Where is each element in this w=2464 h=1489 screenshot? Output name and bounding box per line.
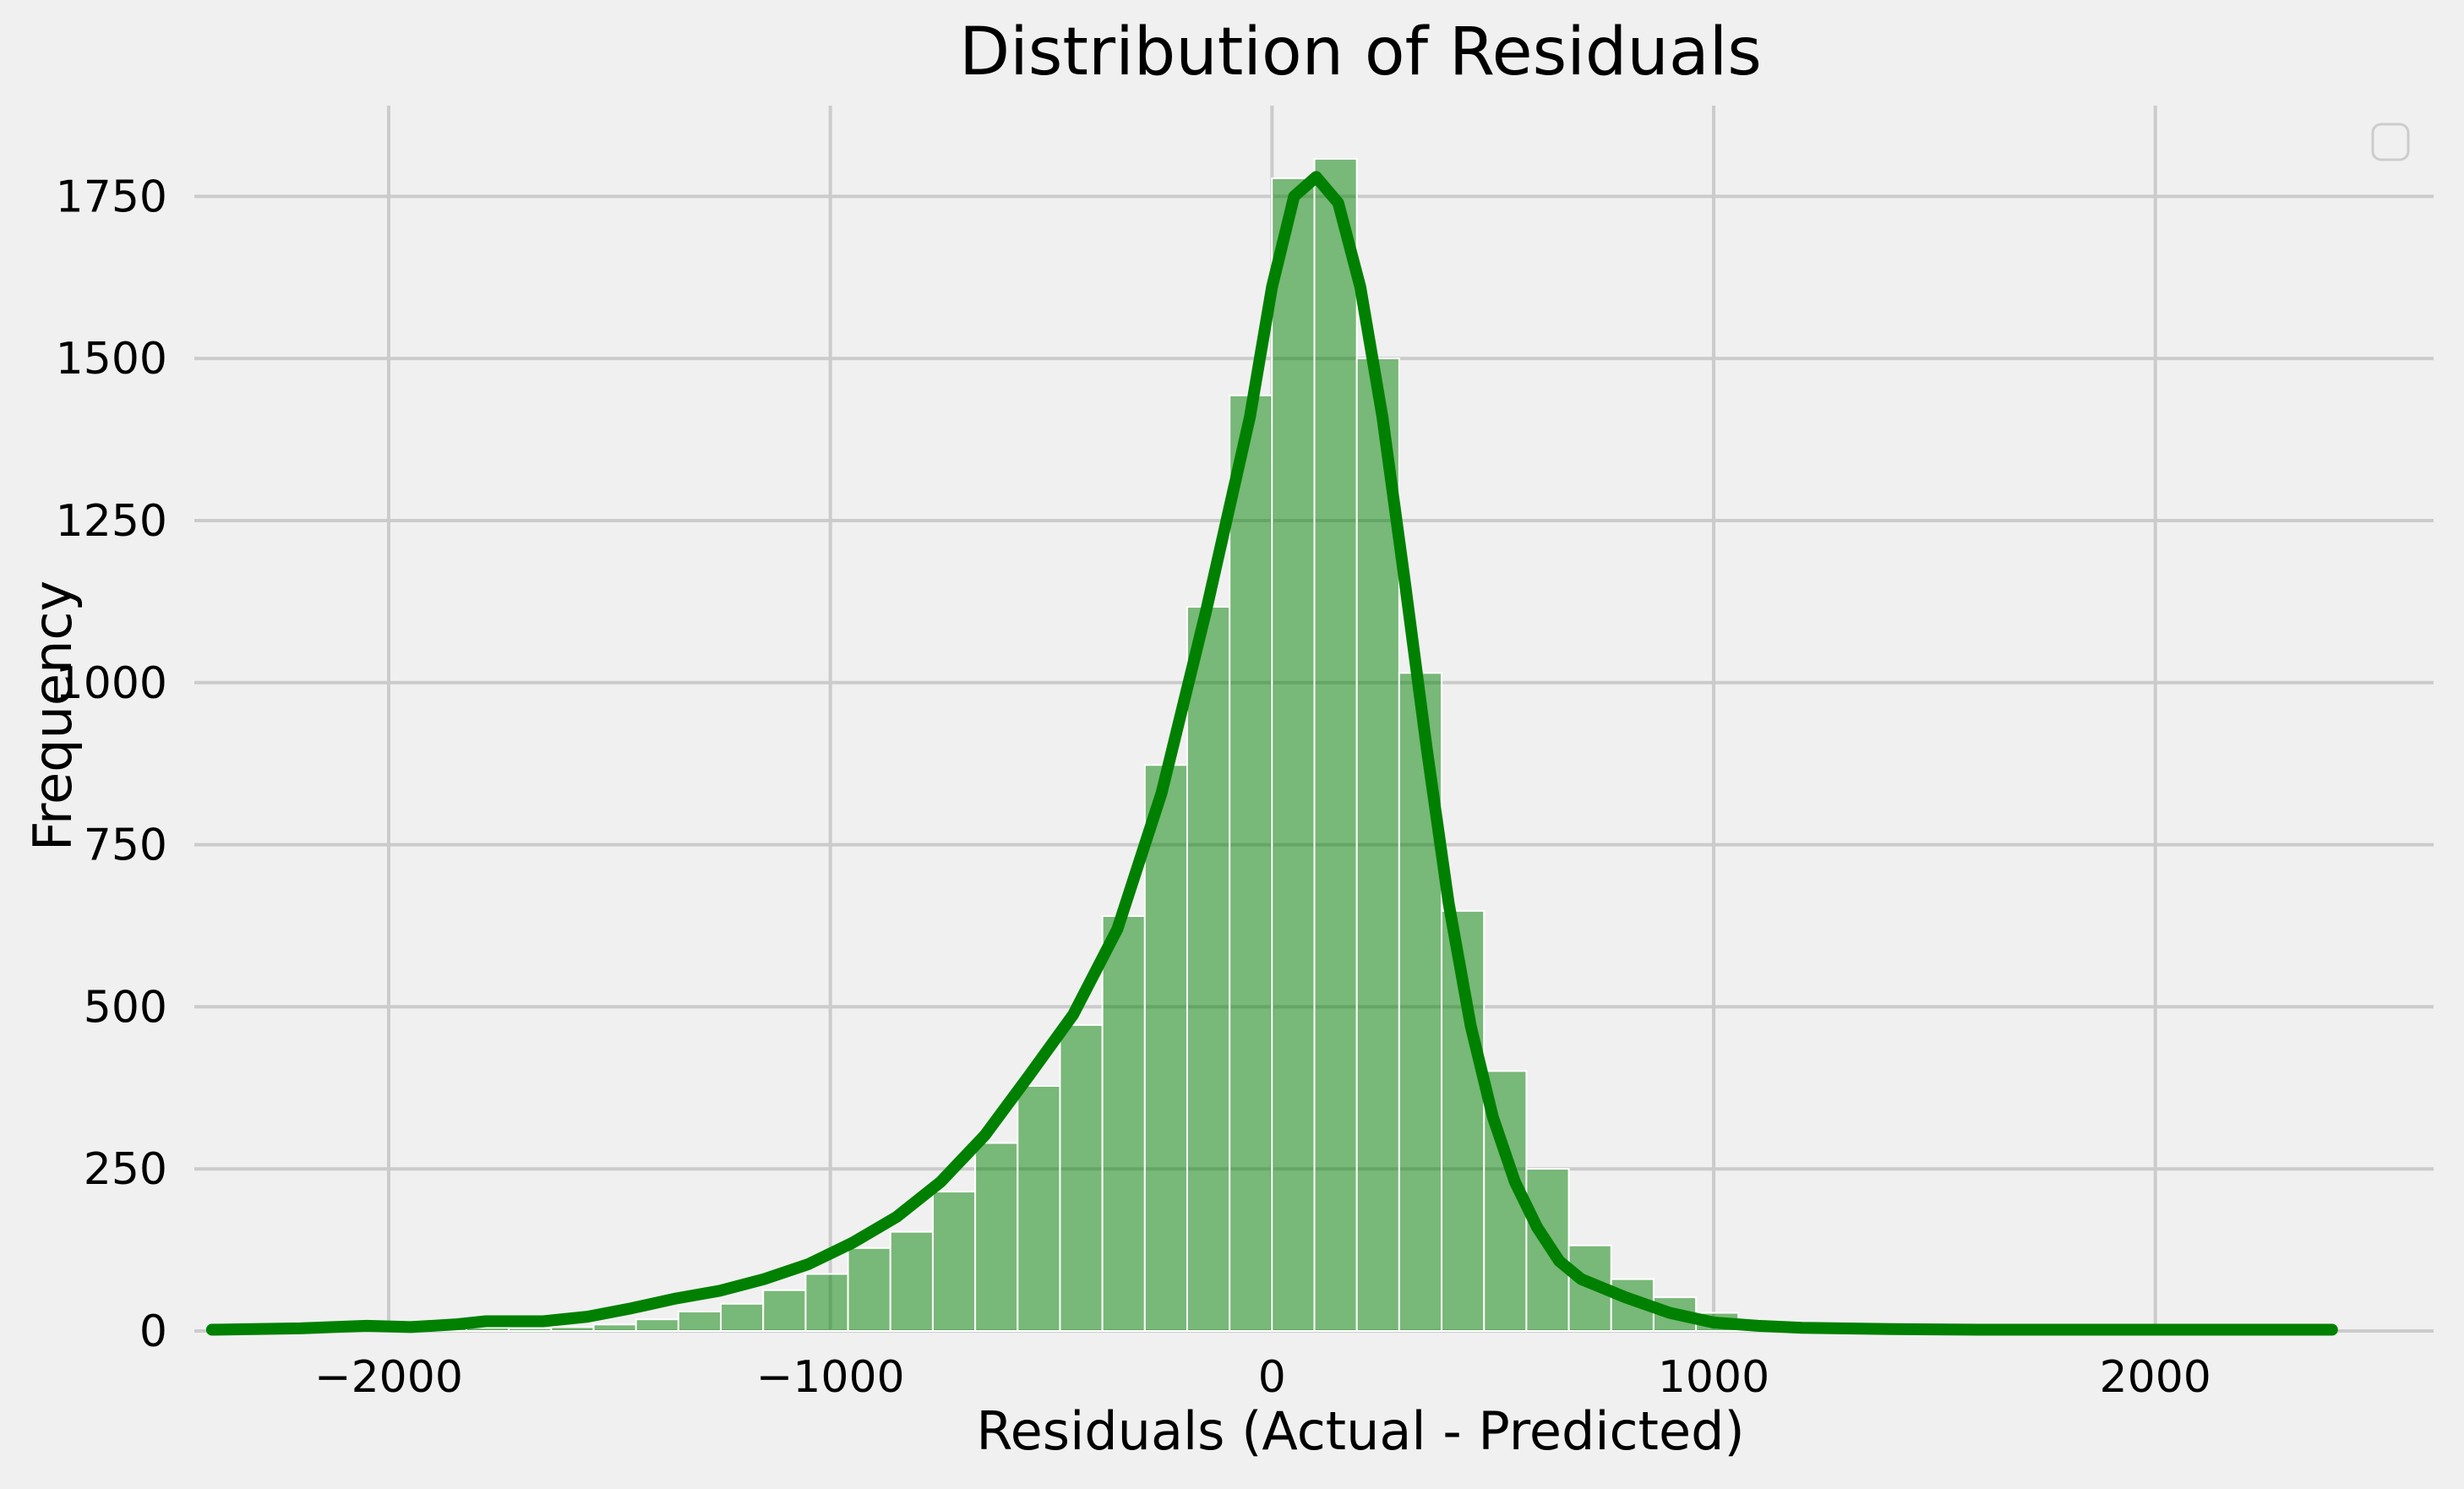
histogram-bar (677, 1310, 722, 1333)
y-tick-labels: 0 250 500 750 1000 1250 1500 1750 (56, 172, 167, 1357)
x-tick-label: −2000 (314, 1352, 463, 1403)
x-tick-label: 1000 (1658, 1352, 1769, 1403)
y-tick-label: 1750 (56, 172, 167, 222)
histogram-bar (889, 1230, 934, 1332)
histogram-bar (1059, 1023, 1104, 1332)
chart-title: Distribution of Residuals (959, 14, 1762, 90)
histogram-bar (720, 1302, 765, 1333)
histogram-bar (508, 1327, 553, 1333)
histogram-bar (1143, 764, 1188, 1332)
y-tick-label: 0 (139, 1306, 167, 1357)
x-tick-label: 0 (1258, 1352, 1286, 1403)
histogram-bar (762, 1289, 807, 1332)
histogram-bar (1229, 394, 1273, 1332)
histogram-bar (974, 1142, 1019, 1332)
histogram-bar (804, 1273, 849, 1333)
histogram-bar (635, 1318, 679, 1332)
histogram-bar (550, 1326, 595, 1333)
x-axis-label: Residuals (Actual - Predicted) (976, 1400, 1744, 1462)
kde-curve (205, 171, 2338, 1336)
histogram-bar (1313, 157, 1358, 1333)
legend-box (2371, 123, 2410, 161)
y-tick-label: 1000 (56, 658, 167, 709)
x-tick-label: −1000 (756, 1352, 905, 1403)
kde-curve-layer (205, 171, 2338, 1336)
histogram-bar (1017, 1085, 1061, 1332)
y-tick-label: 1250 (56, 496, 167, 547)
x-tick-label: 2000 (2100, 1352, 2211, 1403)
y-tick-label: 250 (84, 1144, 167, 1195)
y-axis-label: Frequency (22, 581, 84, 851)
histogram-bar (1101, 914, 1146, 1333)
histogram-bar (592, 1323, 637, 1332)
histogram-bar (1271, 177, 1316, 1333)
histogram-bar (847, 1246, 891, 1333)
y-tick-label: 500 (84, 982, 167, 1033)
x-tick-labels: −2000 −1000 0 1000 2000 (314, 1352, 2211, 1403)
y-tick-label: 1500 (56, 334, 167, 385)
histogram-bar (1186, 606, 1231, 1332)
histogram-bar (931, 1191, 977, 1332)
y-tick-label: 750 (84, 821, 167, 871)
